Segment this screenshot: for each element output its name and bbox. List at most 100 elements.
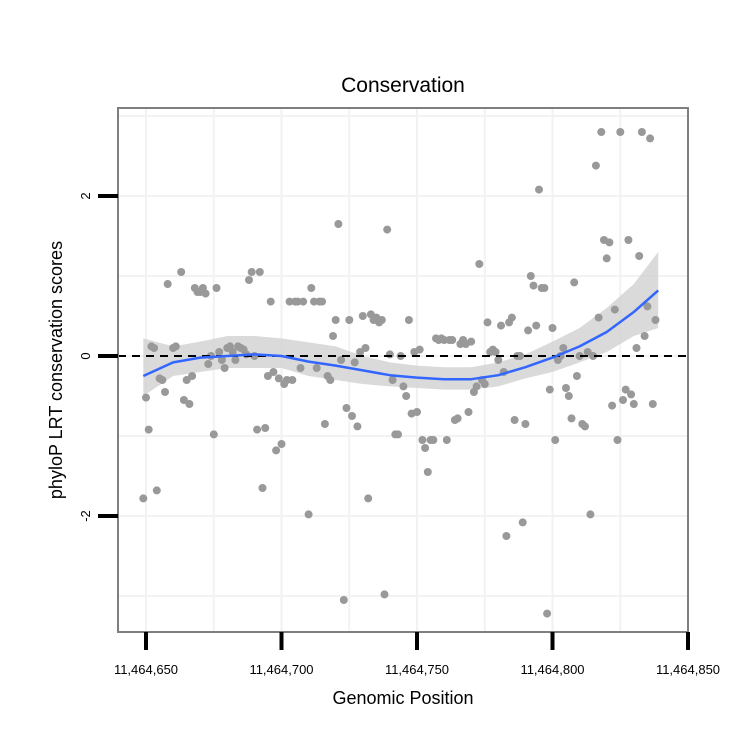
data-point [648, 400, 657, 408]
data-point [296, 364, 305, 372]
data-point [272, 446, 281, 455]
data-point [418, 436, 427, 444]
data-point [545, 385, 554, 394]
data-point [467, 337, 476, 346]
data-point [179, 396, 188, 404]
data-point [158, 376, 167, 384]
data-point [421, 444, 430, 452]
data-point [581, 422, 589, 431]
data-point [209, 430, 218, 439]
data-point [339, 596, 348, 604]
data-point [152, 486, 161, 495]
data-point [163, 280, 172, 288]
data-point [361, 344, 370, 352]
data-point [448, 336, 457, 344]
data-point [177, 268, 186, 276]
y-tick-label: 2 [78, 192, 93, 199]
data-point [318, 297, 327, 306]
data-point [358, 312, 367, 320]
data-point [263, 372, 272, 380]
data-point [572, 372, 581, 380]
data-point [255, 268, 264, 276]
data-point [564, 392, 573, 400]
data-point [253, 425, 262, 434]
data-point [543, 609, 552, 618]
data-point [567, 414, 576, 423]
data-point [342, 404, 351, 412]
data-point [589, 352, 598, 360]
y-axis-title: phyloP LRT conservation scores [46, 241, 66, 499]
data-point [413, 408, 421, 416]
data-point [304, 510, 313, 519]
data-point [453, 414, 462, 423]
data-point [548, 324, 557, 332]
data-point [627, 390, 636, 399]
x-tick-label: 11,464,800 [520, 662, 584, 677]
data-point [377, 316, 386, 324]
data-point [261, 424, 270, 432]
data-point [570, 278, 579, 287]
x-axis-title: Genomic Position [332, 688, 473, 708]
data-point [337, 356, 346, 364]
data-point [516, 352, 524, 360]
data-point [142, 393, 150, 402]
data-point [551, 436, 560, 444]
data-point [266, 297, 275, 306]
data-point [594, 313, 603, 322]
x-tick-label: 11,464,850 [656, 662, 720, 677]
data-point [591, 161, 600, 170]
data-point [532, 321, 541, 330]
data-point [483, 318, 492, 327]
data-point [228, 348, 237, 356]
data-point [502, 532, 511, 540]
data-point [161, 388, 169, 396]
plot-panel-border [117, 107, 689, 633]
data-point [526, 272, 535, 280]
smooth-line [142, 289, 660, 381]
data-point [139, 494, 148, 503]
data-point [388, 376, 397, 384]
data-point [215, 348, 224, 356]
data-point [524, 326, 533, 335]
data-point [619, 396, 627, 404]
confidence-band-area [143, 252, 659, 396]
data-point [610, 305, 619, 314]
data-point [329, 332, 337, 340]
smooth-fit-line [142, 289, 660, 381]
x-tick-label: 11,464,750 [385, 662, 449, 677]
data-point [258, 484, 267, 492]
data-point [404, 316, 413, 324]
data-point [399, 382, 408, 391]
data-point [385, 350, 394, 359]
data-point [575, 352, 584, 360]
data-point [380, 590, 389, 599]
data-point [307, 284, 316, 292]
data-point [472, 382, 481, 391]
data-point [559, 344, 568, 352]
data-point [464, 408, 473, 416]
data-point [518, 518, 527, 527]
data-point [640, 332, 649, 340]
data-point [475, 260, 484, 268]
data-point [562, 384, 570, 392]
data-point [608, 401, 617, 410]
data-point [597, 128, 606, 136]
confidence-band [143, 252, 659, 396]
data-point [415, 345, 424, 354]
data-point [540, 284, 549, 292]
data-point [212, 284, 221, 292]
data-point [602, 254, 611, 263]
data-point [299, 297, 308, 306]
data-point [651, 316, 660, 324]
data-point [245, 276, 253, 284]
data-point [188, 372, 197, 380]
data-point [277, 440, 286, 448]
data-point [621, 385, 630, 394]
data-point [521, 420, 530, 428]
data-points [139, 128, 660, 618]
data-point [423, 468, 432, 476]
data-point [364, 494, 373, 503]
data-point [185, 400, 194, 408]
data-point [510, 416, 519, 424]
data-point [334, 220, 343, 228]
